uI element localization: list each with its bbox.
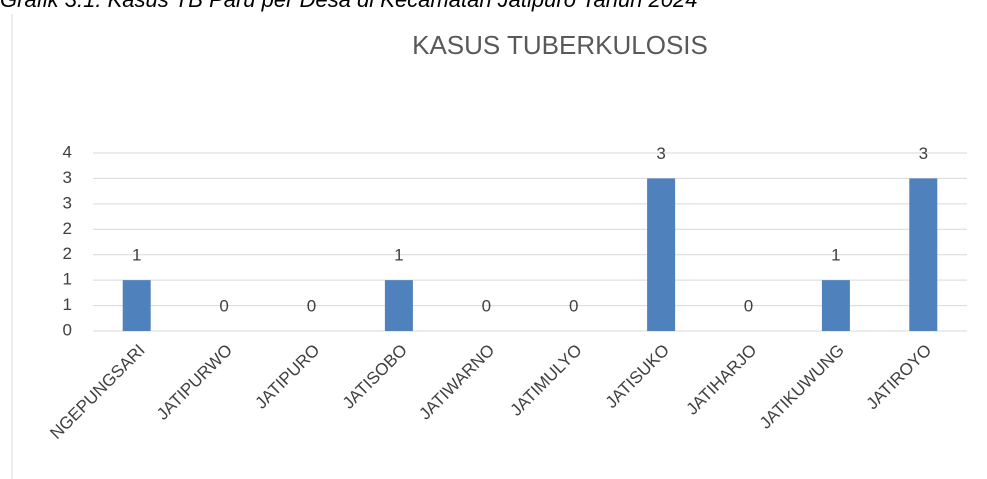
y-tick-label: 3	[63, 168, 72, 187]
y-tick-label: 2	[63, 244, 72, 263]
data-label: 1	[394, 246, 403, 265]
data-label: 0	[482, 296, 491, 315]
data-label: 0	[744, 296, 753, 315]
data-label: 1	[132, 246, 141, 265]
x-tick-label: JATIPURWO	[153, 341, 236, 424]
x-tick-label: JATIWARNO	[415, 341, 498, 424]
y-tick-label: 3	[63, 193, 72, 212]
x-tick-label: JATIROYO	[863, 341, 936, 414]
y-tick-label: 0	[63, 320, 72, 339]
data-label: 1	[831, 246, 840, 265]
y-tick-label: 1	[63, 295, 72, 314]
bar	[647, 178, 676, 331]
y-tick-label: 4	[63, 142, 72, 161]
data-label: 0	[569, 296, 578, 315]
bar	[384, 280, 413, 331]
x-tick-label: JATIKUWUNG	[756, 341, 848, 433]
x-tick-label: NGEPUNGSARI	[46, 341, 148, 443]
data-label: 3	[656, 144, 665, 163]
data-label: 0	[219, 296, 228, 315]
bar	[821, 280, 850, 331]
bar	[909, 178, 938, 331]
y-tick-label: 1	[63, 270, 72, 289]
x-tick-label: JATIMULYO	[507, 341, 586, 420]
y-tick-label: 2	[63, 219, 72, 238]
x-tick-label: JATIHARJO	[682, 341, 760, 419]
data-label: 0	[307, 296, 316, 315]
caption: Grafik 3.1. Kasus TB Paru per Desa di Ke…	[0, 0, 697, 12]
x-tick-label: JATISOBO	[339, 341, 411, 413]
bar	[122, 280, 151, 331]
data-label: 3	[919, 144, 928, 163]
x-tick-label: JATIPURO	[252, 341, 324, 413]
chart-title: KASUS TUBERKULOSIS	[412, 30, 708, 60]
x-tick-label: JATISUKO	[602, 341, 673, 412]
